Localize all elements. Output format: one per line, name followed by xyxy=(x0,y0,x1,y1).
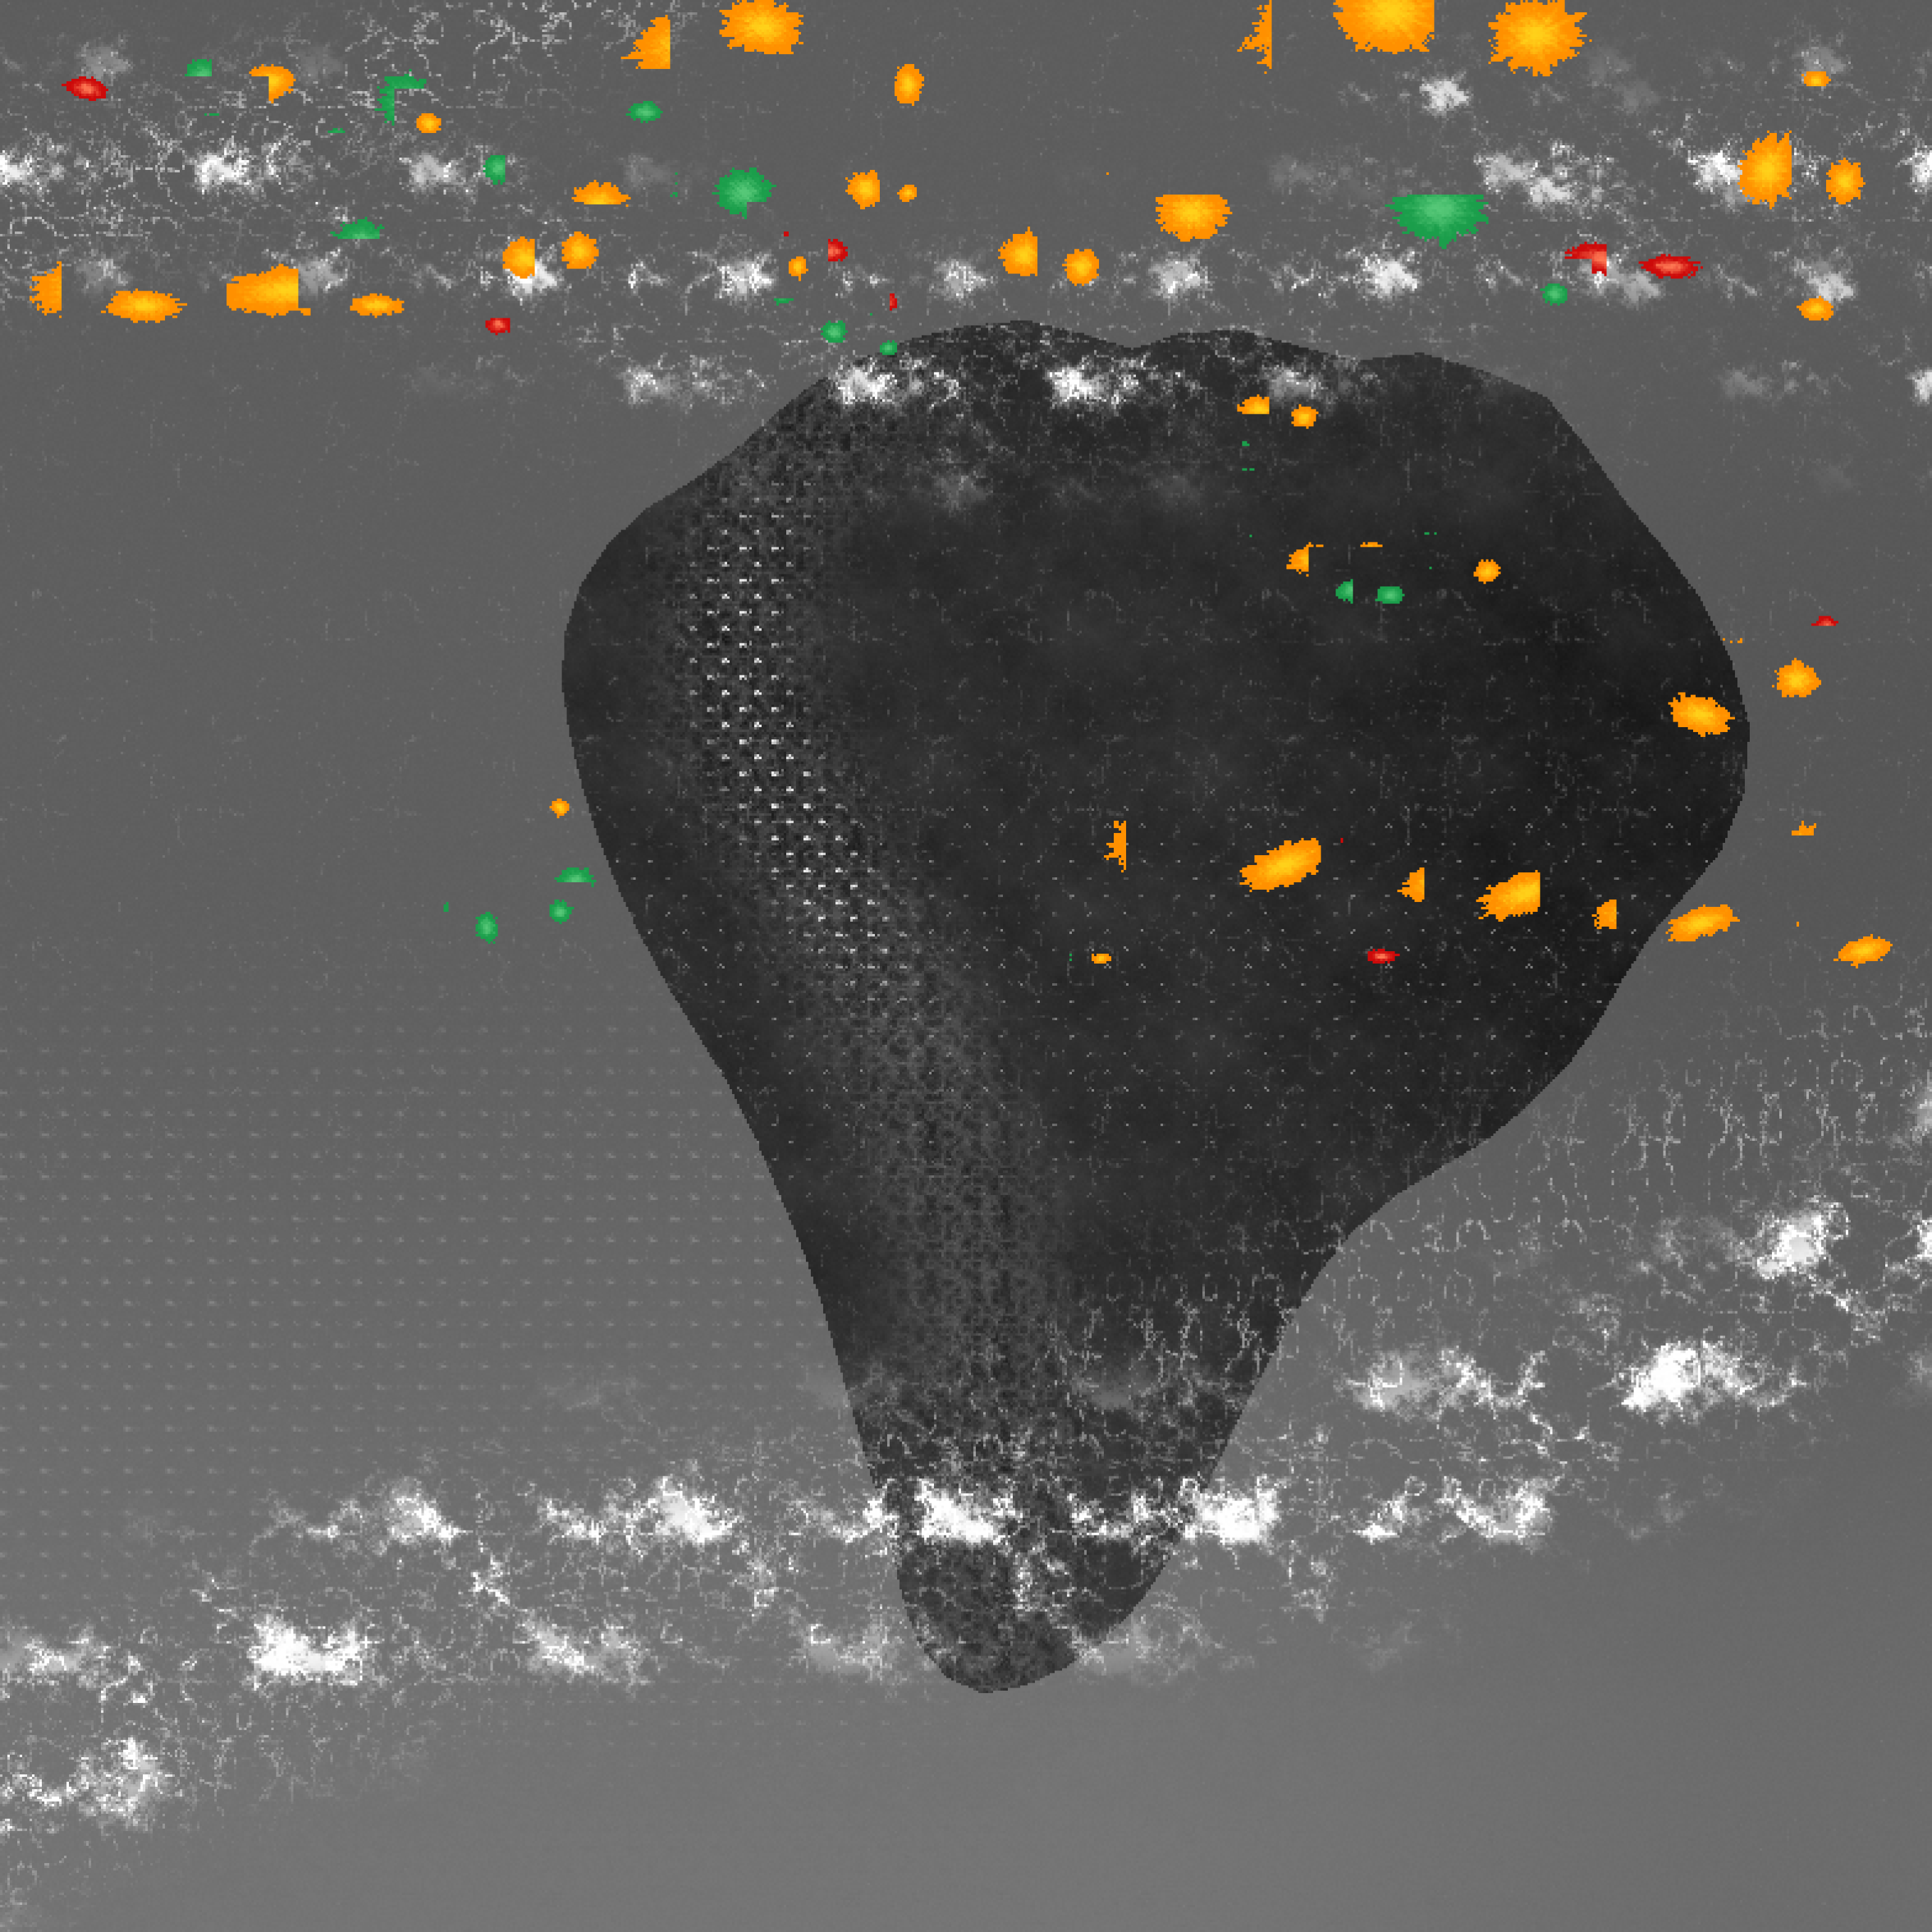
satellite-image-viewer[interactable] xyxy=(0,0,1932,1932)
infrared-base-layer xyxy=(0,0,1932,1932)
